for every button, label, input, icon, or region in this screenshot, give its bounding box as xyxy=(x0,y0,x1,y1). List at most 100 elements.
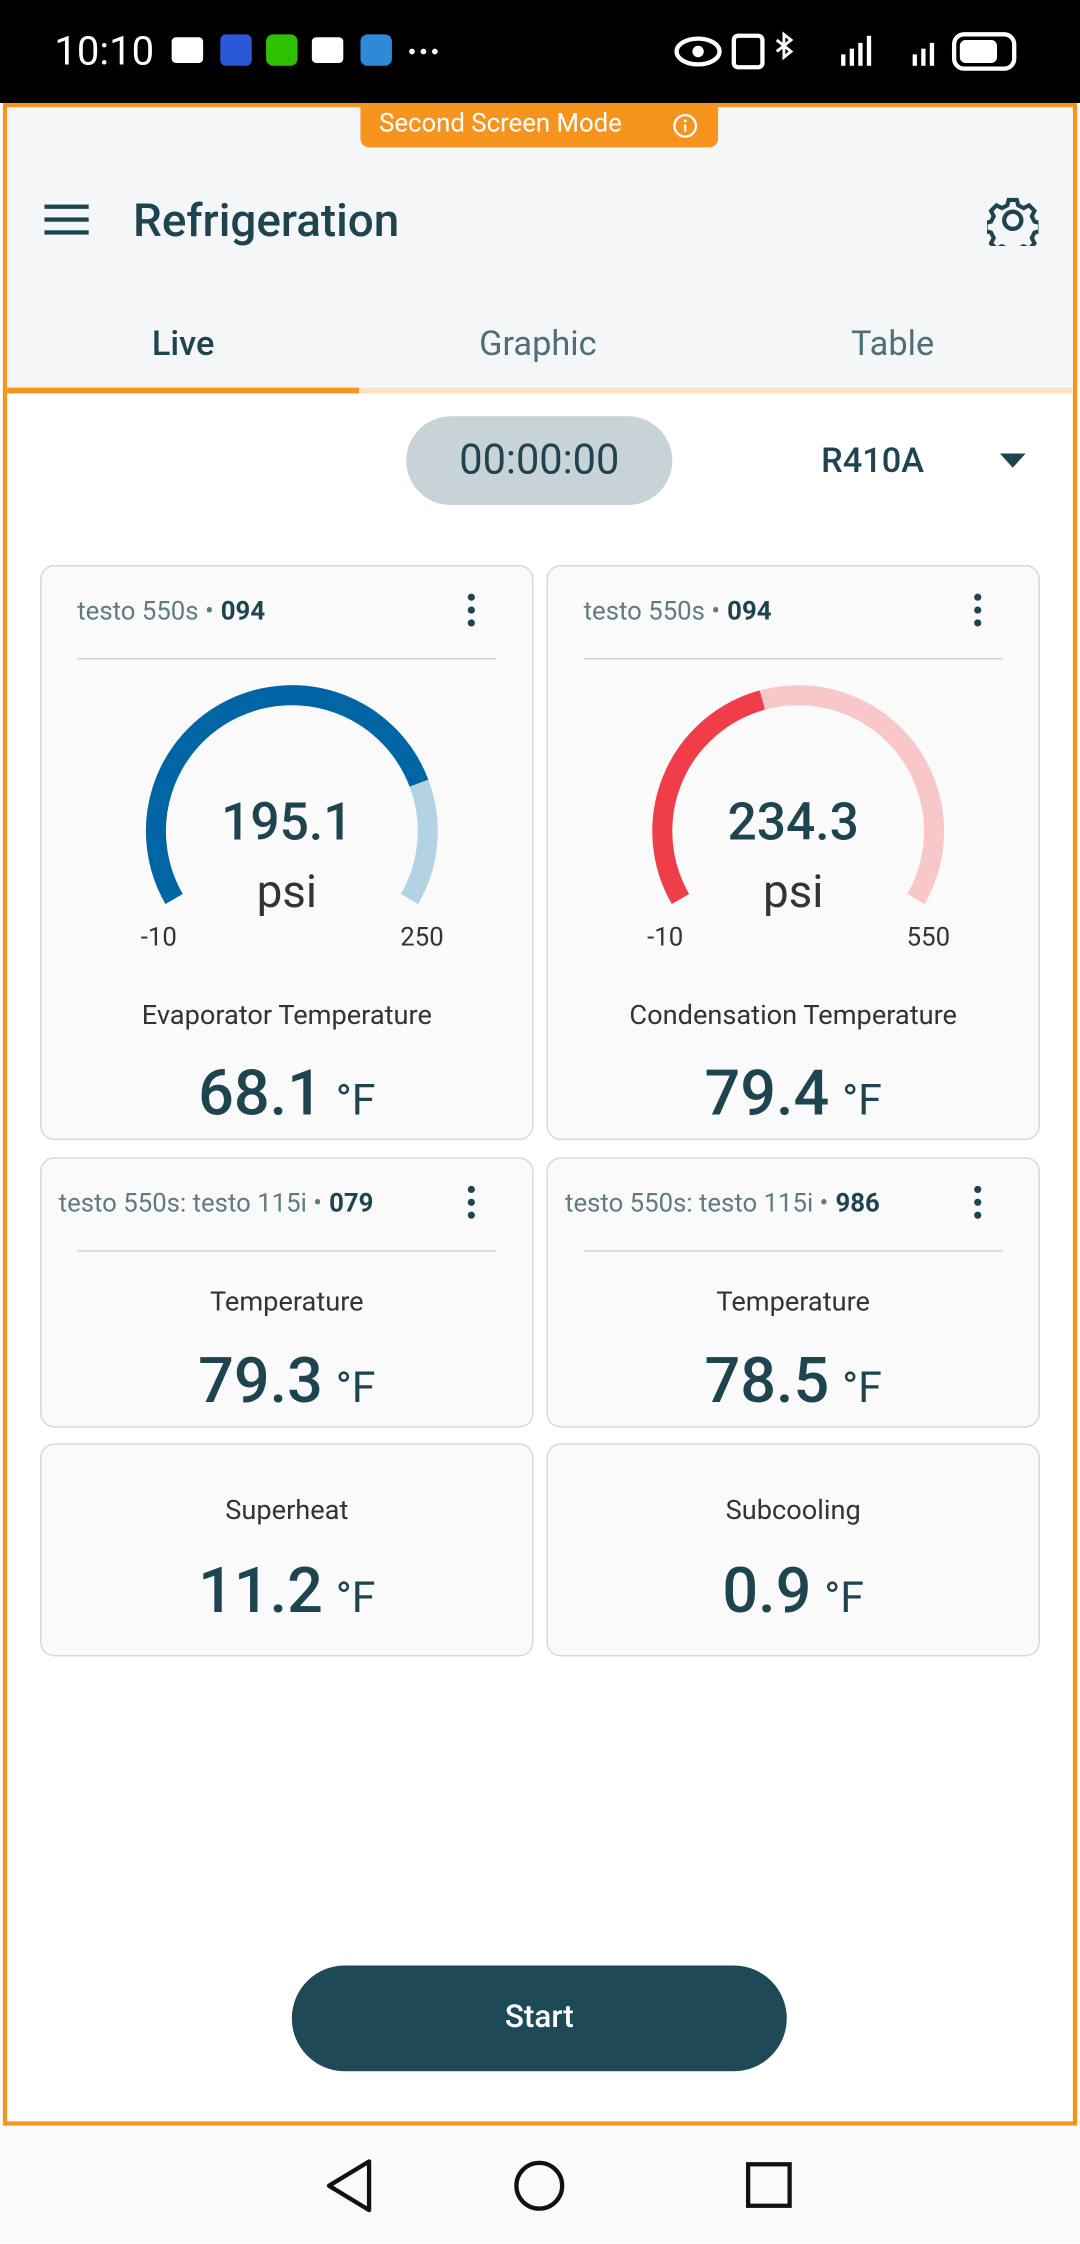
device-id: 094 xyxy=(220,596,266,627)
refrigerant[interactable]: R410A xyxy=(821,440,925,481)
tab[interactable]: Live xyxy=(151,323,215,364)
card-label: Condensation Temperature xyxy=(629,998,957,1032)
card-header: testo 550s: testo 115i • 079 xyxy=(59,1187,374,1221)
gauge-max: 550 xyxy=(906,922,951,953)
gauge xyxy=(145,685,438,905)
gauge-value-arc xyxy=(652,690,766,905)
dot xyxy=(467,1185,475,1194)
card-label: Temperature xyxy=(716,1284,870,1318)
more-menu[interactable] xyxy=(467,1185,475,1225)
recents-button[interactable] xyxy=(745,2162,792,2208)
reading-unit: °F xyxy=(842,1075,882,1126)
gauge-unit: psi xyxy=(256,863,318,919)
card-header: testo 550s • 094 xyxy=(584,595,772,629)
device-name: testo 550s: testo 115i • xyxy=(58,1188,322,1219)
probe-card: testo 550s: testo 115i • 079 Temperature 79… xyxy=(40,1157,534,1428)
more-menu[interactable] xyxy=(974,593,982,633)
gauge-min: -10 xyxy=(140,922,177,953)
device-id: 079 xyxy=(329,1188,374,1219)
timer: 00:00:00 xyxy=(459,436,620,485)
timer-pill: 00:00:00 xyxy=(406,416,673,505)
start-label: Start xyxy=(504,1999,574,2036)
gauge-max: 250 xyxy=(400,922,444,953)
gauge-value: 234.3 xyxy=(727,792,859,853)
divider xyxy=(77,658,497,660)
status-bar: 10:10 xyxy=(0,0,1080,103)
dot xyxy=(974,619,982,627)
reading-value: 0.9 xyxy=(722,1553,812,1628)
gauge-value-arc xyxy=(145,685,429,905)
tab[interactable]: Graphic xyxy=(479,323,597,364)
reading: 79.3 °F xyxy=(41,1345,532,1427)
gauge-track xyxy=(759,685,945,905)
back-button[interactable] xyxy=(326,2159,372,2213)
reading-value: 79.4 xyxy=(704,1055,830,1131)
tab[interactable]: Table xyxy=(851,323,935,364)
app-bar xyxy=(7,107,1073,394)
reading-unit: °F xyxy=(335,1573,376,1624)
reading: 78.5 °F xyxy=(548,1343,1039,1427)
nav-buttons xyxy=(326,2159,792,2213)
dot xyxy=(467,1211,475,1219)
tab-bar: Live Graphic Table xyxy=(7,300,1073,394)
reading: 0.9 °F xyxy=(548,1555,1039,1641)
clock: 10:10 xyxy=(54,27,155,75)
reading: 68.1 °F xyxy=(41,1055,532,1139)
gauge-card: testo 550s • 094 234.3 psi -10 550 Condensatio… xyxy=(546,565,1040,1141)
banner-text: Second Screen Mode xyxy=(379,108,622,139)
menu-icon[interactable] xyxy=(44,203,90,237)
device-id: 094 xyxy=(727,596,772,627)
reading-value: 11.2 xyxy=(198,1553,323,1628)
gauge-unit: psi xyxy=(762,863,824,919)
start-button[interactable]: Start xyxy=(291,1965,787,2072)
card-label: Temperature xyxy=(210,1284,364,1318)
dot xyxy=(467,619,475,627)
dropdown-arrow[interactable] xyxy=(998,452,1027,469)
reading-unit: °F xyxy=(842,1363,882,1414)
dot xyxy=(974,593,982,601)
reading-unit: °F xyxy=(824,1573,865,1624)
home-button[interactable] xyxy=(514,2160,565,2211)
reading: 11.2 °F xyxy=(41,1555,532,1641)
tab-track xyxy=(7,387,1073,394)
reading-unit: °F xyxy=(335,1075,376,1126)
device-id: 986 xyxy=(835,1188,880,1219)
reading: 79.4 °F xyxy=(548,1055,1039,1139)
nav-bar xyxy=(0,2128,1080,2243)
gauge-value: 195.1 xyxy=(221,792,353,853)
card-label: Subcooling xyxy=(725,1493,861,1527)
probe-card: testo 550s: testo 115i • 986 Temperature 78… xyxy=(546,1157,1040,1428)
dot xyxy=(974,1185,982,1194)
reading-value: 78.5 xyxy=(704,1343,830,1418)
status-icons xyxy=(171,31,1017,71)
info-icon[interactable] xyxy=(672,113,698,139)
reading-unit: °F xyxy=(335,1363,376,1414)
gauge-card: testo 550s • 094 195.1 psi -10 250 Evaporator … xyxy=(40,565,534,1141)
calc-card: Subcooling 0.9 °F xyxy=(546,1443,1040,1657)
dot xyxy=(467,593,475,601)
device-name: testo 550s: testo 115i • xyxy=(565,1188,829,1219)
more-menu[interactable] xyxy=(467,593,475,633)
settings-icon[interactable] xyxy=(987,195,1039,247)
tab-indicator xyxy=(7,387,360,394)
gauge-track xyxy=(400,779,438,905)
gauge-min: -10 xyxy=(647,922,684,953)
divider xyxy=(583,658,1003,660)
dot xyxy=(974,1198,982,1206)
divider xyxy=(77,1250,497,1252)
card-label: Evaporator Temperature xyxy=(141,998,432,1032)
more-menu[interactable] xyxy=(974,1185,982,1225)
dot xyxy=(467,606,475,614)
page-title: Refrigeration xyxy=(133,193,400,248)
dot xyxy=(467,1198,475,1206)
calc-card: Superheat 11.2 °F xyxy=(40,1443,534,1657)
device-name: testo 550s • xyxy=(583,596,721,627)
dot xyxy=(974,606,982,614)
card-header: testo 550s • 094 xyxy=(77,595,265,629)
reading-value: 68.1 xyxy=(198,1055,323,1131)
dot xyxy=(974,1211,982,1219)
card-header: testo 550s: testo 115i • 986 xyxy=(565,1187,880,1221)
card-label: Superheat xyxy=(225,1493,349,1527)
